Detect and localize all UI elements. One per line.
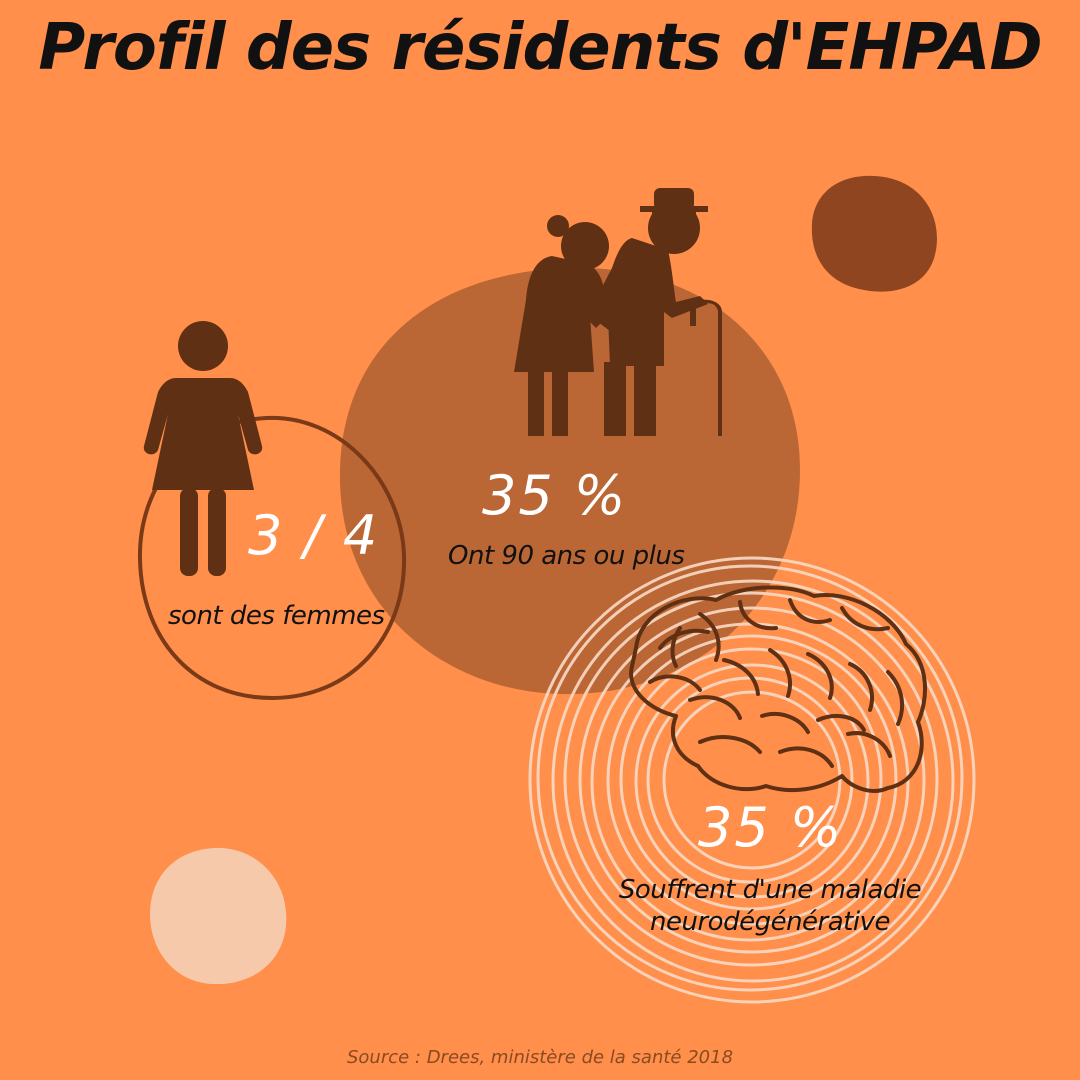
age-circle xyxy=(339,267,800,695)
source-note: Source : Drees, ministère de la santé 20… xyxy=(346,1047,734,1068)
woman-icon xyxy=(143,321,263,576)
elderly-couple-icon xyxy=(514,188,722,436)
women-stat-value: 3 / 4 xyxy=(248,504,380,567)
women-stat-label: sont des femmes xyxy=(168,601,385,631)
age-stat-value: 35 % xyxy=(482,464,628,527)
disease-stat-value: 35 % xyxy=(698,796,844,859)
page-title: Profil des résidents d'EHPAD xyxy=(38,11,1042,85)
brain-icon xyxy=(629,585,928,793)
women-ring xyxy=(137,415,407,701)
disease-stat-label: Souffrent d'une maladie neurodégénérativ… xyxy=(618,875,922,937)
age-stat-label: Ont 90 ans ou plus xyxy=(448,541,685,571)
decorative-light-blob xyxy=(150,847,287,985)
decorative-dark-blob xyxy=(811,175,937,292)
